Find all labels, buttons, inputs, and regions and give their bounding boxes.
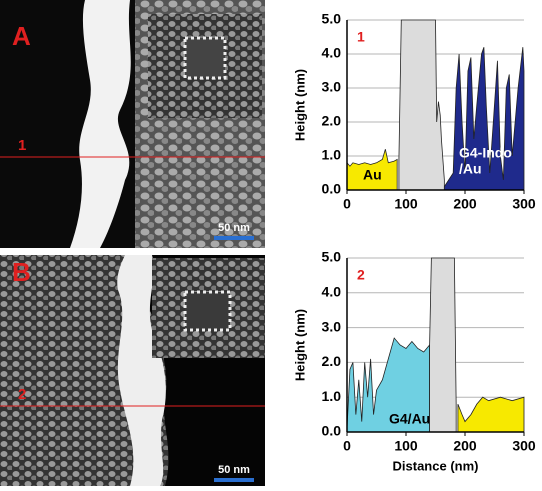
region-label: Au <box>363 167 382 183</box>
y-tick-label: 1.0 <box>322 147 342 163</box>
x-tick-label: 100 <box>394 438 418 454</box>
profile-area <box>443 47 525 191</box>
x-axis-label: Distance (nm) <box>393 458 479 473</box>
x-tick-label: 200 <box>453 438 477 454</box>
scale-bar-label: 50 nm <box>218 464 250 476</box>
region-label: G4-Indo <box>459 145 512 161</box>
x-tick-label: 300 <box>512 196 536 212</box>
line-label: 2 <box>18 386 26 403</box>
profile-area <box>457 396 525 433</box>
line-label: 1 <box>18 137 26 154</box>
scale-bar-label: 50 nm <box>218 222 250 234</box>
y-tick-label: 1.0 <box>322 388 342 404</box>
x-tick-label: 200 <box>453 196 477 212</box>
x-tick-label: 300 <box>512 438 536 454</box>
y-tick-label: 0.0 <box>322 423 342 439</box>
y-tick-label: 2.0 <box>322 353 342 369</box>
x-tick-label: 100 <box>394 196 418 212</box>
y-tick-label: 4.0 <box>322 284 342 300</box>
y-axis-label: Height (nm) <box>292 69 307 141</box>
profile-area <box>346 149 398 191</box>
chart-annotation: 2 <box>357 267 365 283</box>
afm-image-b <box>0 255 265 486</box>
afm-image-a <box>0 0 265 248</box>
x-tick-label: 0 <box>343 196 351 212</box>
profile-area <box>429 257 457 433</box>
y-tick-label: 4.0 <box>322 45 342 61</box>
x-tick-label: 0 <box>343 438 351 454</box>
y-tick-label: 5.0 <box>322 249 342 265</box>
panel-label: B <box>12 257 31 287</box>
region-label: /Au <box>459 161 482 177</box>
y-tick-label: 0.0 <box>322 181 342 197</box>
profile-area <box>398 19 445 191</box>
region-label: G4/Au <box>389 411 430 427</box>
profile-area <box>346 337 430 433</box>
y-axis-label: Height (nm) <box>292 309 307 381</box>
chart-annotation: 1 <box>357 29 365 45</box>
panel-label: A <box>12 21 31 51</box>
y-tick-label: 3.0 <box>322 79 342 95</box>
y-tick-label: 3.0 <box>322 318 342 334</box>
y-tick-label: 2.0 <box>322 113 342 129</box>
y-tick-label: 5.0 <box>322 11 342 27</box>
